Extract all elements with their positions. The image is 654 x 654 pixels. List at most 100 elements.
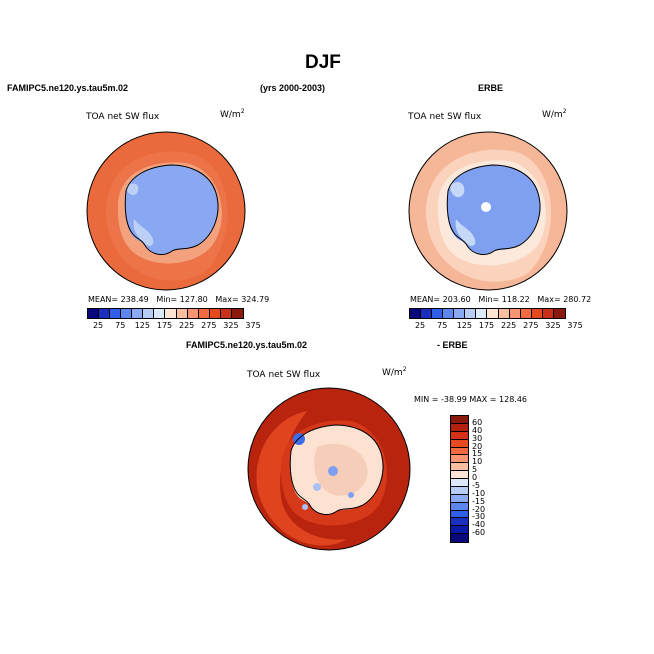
weddell-shelf: [126, 183, 139, 196]
colorbar-swatch: [451, 479, 468, 487]
colorbar-tick-label: 125: [134, 321, 150, 330]
colorbar-tick-label: 375: [245, 321, 261, 330]
midlat-band: [256, 411, 347, 546]
polar-map-model: [86, 131, 246, 291]
colorbar-swatch: [209, 309, 221, 318]
colorbar-swatch: [176, 309, 188, 318]
colorbar-tick-label: 325: [545, 321, 561, 330]
colorbar-tick-label: 375: [567, 321, 583, 330]
colorbar-tick-label: 275: [523, 321, 539, 330]
colorbar-swatch: [421, 309, 433, 318]
polar-map-obs: [408, 131, 568, 291]
colorbar-swatch: [165, 309, 177, 318]
colorbar-tick-label: 225: [179, 321, 195, 330]
diff-minmax: MIN = -38.99 MAX = 128.46: [414, 395, 528, 404]
units-label-left: W/m2: [220, 108, 245, 120]
diff-case-name: FAMIPC5.ne120.ys.tau5m.02: [186, 340, 308, 350]
colorbar-swatch: [487, 309, 499, 318]
colorbar-tick-label: 25: [92, 321, 104, 330]
colorbar-tick-label: 10: [472, 457, 483, 467]
diff-units-label: W/m2: [382, 366, 407, 378]
stats-left: MEAN= 238.49 Min= 127.80 Max= 324.79: [88, 295, 270, 304]
stats-right: MEAN= 203.60 Min= 118.22 Max= 280.72: [410, 295, 592, 304]
colorbar-tick-label: -5: [472, 480, 480, 490]
colorbar-swatch: [432, 309, 444, 318]
colorbar-swatch: [451, 471, 468, 479]
colorbar-swatch: [454, 309, 466, 318]
coastline: [124, 164, 219, 255]
colorbar-swatch: [498, 309, 510, 318]
weddell-shelf: [450, 182, 465, 198]
neg-anomaly-4: [348, 492, 354, 498]
page-title: DJF: [305, 52, 341, 73]
colorbar-tick-label: 175: [156, 321, 173, 330]
ross-shelf: [455, 219, 476, 246]
years-label: (yrs 2000-2003): [260, 83, 326, 93]
colorbar-tick-label: 40: [472, 425, 483, 435]
colorbar-swatch: [520, 309, 532, 318]
colorbar-tick-label: 325: [223, 321, 239, 330]
colorbar-tick-label: 20: [472, 441, 483, 451]
colorbar-swatch: [451, 526, 468, 535]
colorbar-swatch: [509, 309, 521, 318]
colorbar-tick-label: -60: [472, 528, 486, 538]
colorbar-swatch: [143, 309, 155, 318]
variable-label-left: TOA net SW flux: [86, 112, 160, 122]
colorbar-diff: [450, 415, 469, 543]
neg-anomaly-2: [328, 466, 338, 476]
colorbar-swatch: [451, 416, 468, 424]
colorbar-tick-label: -40: [472, 520, 486, 530]
colorbar-left: [87, 308, 244, 319]
colorbar-tick-label: 175: [478, 321, 495, 330]
colorbar-swatch: [121, 309, 133, 318]
interior-light: [314, 443, 368, 496]
diff-variable-label: TOA net SW flux: [247, 370, 321, 380]
colorbar-tick-label: -15: [472, 496, 486, 506]
colorbar-tick-label: 75: [437, 321, 448, 330]
colorbar-swatch: [99, 309, 111, 318]
colorbar-swatch: [187, 309, 199, 318]
neg-anomaly-3: [313, 483, 321, 491]
colorbar-tick-label: 5: [472, 465, 478, 475]
colorbar-swatch: [231, 309, 243, 318]
coastline: [289, 424, 384, 515]
colorbar-tick-label: 275: [201, 321, 217, 330]
colorbar-swatch: [451, 494, 468, 503]
colorbar-swatch: [451, 423, 468, 432]
colorbar-swatch: [198, 309, 210, 318]
colorbar-swatch: [88, 309, 100, 318]
colorbar-swatch: [443, 309, 455, 318]
colorbar-swatch: [410, 309, 422, 318]
ross-shelf: [133, 219, 154, 246]
colorbar-swatch: [553, 309, 565, 318]
colorbar-tick-label: 30: [472, 433, 483, 443]
colorbar-tick-label: 60: [472, 417, 483, 427]
colorbar-swatch: [451, 518, 468, 527]
colorbar-swatch: [451, 439, 468, 448]
polar-map-diff: [247, 387, 411, 551]
colorbar-swatch: [220, 309, 232, 318]
colorbar-swatch: [542, 309, 554, 318]
colorbar-swatch: [451, 463, 468, 472]
colorbar-swatch: [451, 431, 468, 440]
colorbar-swatch: [531, 309, 543, 318]
colorbar-tick-label: 125: [456, 321, 472, 330]
diff-minus-label: - ERBE: [437, 340, 468, 350]
pole-hole: [481, 202, 491, 212]
case-name-right: ERBE: [478, 83, 504, 93]
colorbar-swatch: [154, 309, 166, 318]
colorbar-swatch: [451, 510, 468, 519]
colorbar-swatch: [451, 447, 468, 456]
colorbar-swatch: [110, 309, 122, 318]
colorbar-swatch: [451, 534, 468, 542]
colorbar-swatch: [132, 309, 144, 318]
case-name-left: FAMIPC5.ne120.ys.tau5m.02: [7, 83, 129, 93]
colorbar-tick-label: 0: [472, 473, 478, 482]
colorbar-swatch: [465, 309, 477, 318]
colorbar-tick-label: 15: [472, 449, 483, 459]
colorbar-swatch: [451, 502, 468, 511]
coastline: [446, 164, 541, 255]
colorbar-tick-label: 25: [414, 321, 426, 330]
colorbar-swatch: [451, 486, 468, 495]
colorbar-tick-label: -30: [472, 512, 486, 522]
